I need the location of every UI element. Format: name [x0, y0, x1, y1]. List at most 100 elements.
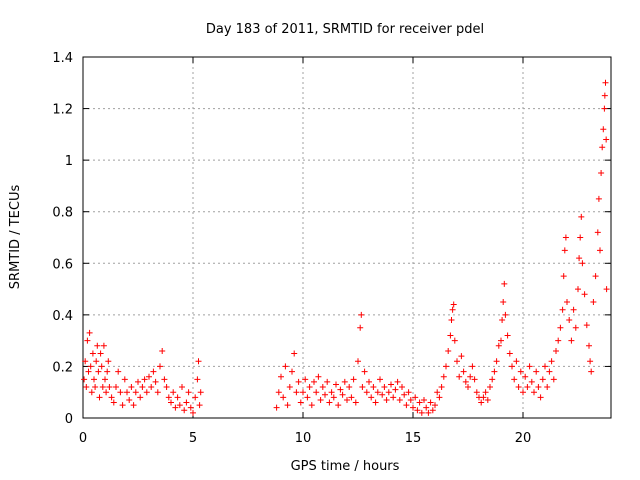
data-point: [399, 384, 405, 391]
x-tick-label: 10: [295, 431, 312, 446]
data-point: [139, 384, 146, 391]
data-point: [286, 384, 293, 391]
data-point: [102, 376, 108, 383]
data-point: [85, 368, 92, 375]
data-point: [401, 391, 408, 398]
data-point: [381, 384, 388, 391]
data-point: [501, 280, 508, 287]
data-point: [478, 399, 485, 406]
data-point: [570, 306, 577, 313]
data-point: [537, 394, 544, 401]
data-point: [448, 317, 455, 324]
data-point: [451, 337, 458, 344]
data-point: [289, 368, 295, 375]
data-point: [374, 389, 381, 396]
data-point: [388, 381, 394, 388]
data-point: [92, 384, 99, 391]
data-point: [95, 368, 102, 375]
data-point: [377, 376, 383, 383]
data-point: [383, 396, 390, 403]
data-point: [498, 337, 504, 344]
data-point: [592, 273, 599, 280]
data-point: [412, 394, 419, 401]
data-point: [559, 306, 566, 313]
data-point: [172, 404, 179, 411]
data-point: [542, 363, 548, 370]
plot-frame: [82, 56, 612, 419]
data-point: [602, 79, 609, 86]
data-point: [97, 350, 104, 357]
data-point: [333, 381, 339, 388]
data-point: [293, 389, 300, 396]
data-point: [341, 378, 348, 385]
data-point: [555, 337, 562, 344]
data-point: [291, 350, 298, 357]
data-point: [598, 170, 605, 177]
data-point: [157, 363, 163, 370]
data-point: [88, 389, 95, 396]
data-point: [130, 402, 137, 409]
data-point: [390, 394, 397, 401]
data-point: [548, 358, 555, 365]
grid: [83, 57, 611, 418]
data-point: [583, 322, 590, 329]
data-point: [410, 404, 416, 411]
data-point: [562, 234, 569, 241]
data-point: [586, 342, 592, 349]
data-point: [315, 373, 322, 380]
data-point: [449, 306, 456, 313]
data-point: [358, 311, 365, 318]
data-point: [385, 389, 392, 396]
x-axis-label: GPS time / hours: [291, 459, 400, 474]
data-point: [533, 368, 540, 375]
data-point: [456, 373, 463, 380]
data-point: [427, 399, 434, 406]
data-point: [528, 378, 535, 385]
data-point: [190, 409, 196, 416]
data-point: [176, 402, 183, 409]
data-point: [405, 389, 412, 396]
data-point: [601, 105, 608, 112]
data-point: [515, 384, 522, 391]
data-point: [99, 384, 106, 391]
data-point: [280, 394, 287, 401]
data-point: [302, 376, 309, 383]
chart-title: Day 183 of 2011, SRMTID for receiver pde…: [206, 22, 484, 37]
data-point: [471, 376, 478, 383]
data-point: [313, 389, 320, 396]
data-point: [423, 404, 430, 411]
data-point: [588, 368, 595, 375]
data-point: [335, 402, 342, 409]
data-point: [506, 350, 513, 357]
data-point: [278, 373, 284, 380]
data-point: [124, 389, 130, 396]
data-point: [473, 389, 480, 396]
data-point: [445, 347, 452, 354]
data-point: [179, 384, 185, 391]
y-tick-label: 1: [65, 154, 73, 169]
data-point: [324, 378, 331, 385]
data-point: [526, 363, 533, 370]
data-point: [407, 396, 414, 403]
data-point: [581, 291, 588, 298]
data-point: [578, 213, 585, 220]
data-point: [103, 389, 110, 396]
data-point: [196, 402, 203, 409]
data-point: [511, 376, 518, 383]
data-point: [509, 363, 515, 370]
data-point: [86, 329, 93, 336]
y-tick-label: 1.4: [52, 51, 73, 66]
data-point: [108, 394, 115, 401]
data-point: [436, 394, 443, 401]
y-tick-label: 0: [65, 412, 73, 427]
data-point: [330, 394, 337, 401]
data-point: [482, 389, 489, 396]
data-point: [194, 376, 201, 383]
data-point: [553, 347, 559, 354]
data-point: [394, 378, 401, 385]
data-point: [96, 394, 103, 401]
data-point: [454, 358, 460, 365]
data-point: [577, 234, 584, 241]
data-point: [495, 342, 502, 349]
data-point: [121, 376, 128, 383]
